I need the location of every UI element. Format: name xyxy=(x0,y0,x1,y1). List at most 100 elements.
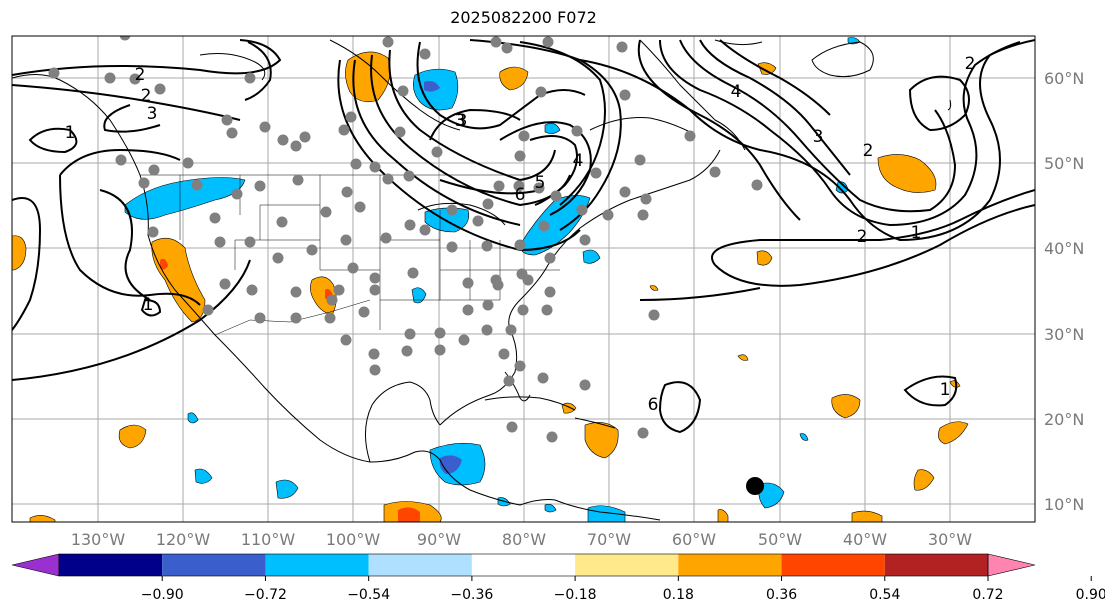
colorbar-segment xyxy=(59,554,163,576)
contour-label: 2 xyxy=(141,86,152,106)
station-marker xyxy=(535,86,547,98)
longitude-label: 110°W xyxy=(241,530,296,549)
station-marker xyxy=(382,36,394,48)
colorbar-segment xyxy=(781,554,885,576)
station-marker xyxy=(546,431,558,443)
station-marker xyxy=(382,173,394,185)
station-marker xyxy=(550,190,562,202)
station-marker xyxy=(244,236,256,248)
station-marker xyxy=(576,204,588,216)
station-marker xyxy=(403,170,415,182)
station-marker xyxy=(369,284,381,296)
station-marker xyxy=(326,294,338,306)
station-marker xyxy=(226,127,238,139)
latitude-label: 50°N xyxy=(1044,154,1084,173)
contour-label: 1 xyxy=(65,123,76,143)
latitude-label: 40°N xyxy=(1044,239,1084,258)
station-marker xyxy=(292,174,304,186)
station-marker xyxy=(522,274,534,286)
station-marker xyxy=(246,284,258,296)
station-marker xyxy=(404,219,416,231)
station-marker xyxy=(533,182,545,194)
station-marker xyxy=(517,304,529,316)
contour-label: 6 xyxy=(648,395,659,415)
map-title: 2025082200 F072 xyxy=(450,8,597,27)
colorbar-segment xyxy=(575,554,679,576)
colorbar-extension-low xyxy=(11,553,60,577)
contour-label: 2 xyxy=(857,227,868,247)
longitude-label: 30°W xyxy=(928,530,972,549)
colorbar-tick-label: 0.18 xyxy=(663,587,694,603)
latitude-label: 10°N xyxy=(1044,495,1084,514)
station-marker xyxy=(254,180,266,192)
colorbar-segment xyxy=(265,554,369,576)
longitude-label: 100°W xyxy=(326,530,381,549)
contour-label: 3 xyxy=(813,127,824,147)
station-marker xyxy=(407,267,419,279)
colorbar-segment xyxy=(471,554,576,576)
station-marker xyxy=(684,130,696,142)
station-marker xyxy=(154,83,166,95)
station-marker xyxy=(341,186,353,198)
station-marker xyxy=(446,241,458,253)
station-marker xyxy=(492,279,504,291)
contour-label: 5 xyxy=(535,173,546,193)
station-marker xyxy=(277,134,289,146)
contour-label: 6 xyxy=(515,185,526,205)
station-marker xyxy=(472,215,484,227)
station-marker xyxy=(541,304,553,316)
station-marker xyxy=(571,125,583,137)
station-marker xyxy=(219,278,231,290)
colorbar-tick-label: 0.54 xyxy=(869,587,900,603)
station-marker xyxy=(537,372,549,384)
station-marker xyxy=(369,272,381,284)
colorbar-segment xyxy=(162,554,266,576)
station-marker xyxy=(637,209,649,221)
station-marker xyxy=(602,209,614,221)
contour-label: 2 xyxy=(863,141,874,161)
station-marker xyxy=(299,131,311,143)
station-marker xyxy=(482,198,494,210)
station-marker xyxy=(538,220,550,232)
station-marker xyxy=(505,324,517,336)
station-marker xyxy=(368,348,380,360)
station-marker xyxy=(490,36,502,48)
station-marker xyxy=(498,348,510,360)
station-marker xyxy=(579,234,591,246)
station-marker xyxy=(272,252,284,264)
contour-lines xyxy=(12,39,1035,434)
station-marker xyxy=(340,334,352,346)
contour-label: 4 xyxy=(573,151,584,171)
station-marker xyxy=(503,375,515,387)
contour-label: 3 xyxy=(455,111,466,131)
station-marker xyxy=(514,239,526,251)
station-marker xyxy=(148,164,160,176)
station-marker xyxy=(751,179,763,191)
colorbar-tick-label: 0.36 xyxy=(766,587,797,603)
station-marker xyxy=(369,364,381,376)
station-marker xyxy=(333,284,345,296)
colorbar-tick-label: −0.18 xyxy=(554,587,597,603)
station-marker xyxy=(191,179,203,191)
station-marker xyxy=(419,48,431,60)
station-marker xyxy=(458,334,470,346)
colorbar-tick-label: −0.72 xyxy=(244,587,287,603)
positive-anomaly-shading xyxy=(12,51,969,522)
station-marker xyxy=(369,161,381,173)
station-marker xyxy=(48,67,60,79)
longitude-labels: 130°W 120°W 110°W 100°W 90°W 80°W 70°W 60°W 50°W… xyxy=(71,530,972,549)
station-marker xyxy=(214,236,226,248)
contour-label: 1 xyxy=(143,295,154,315)
station-marker xyxy=(338,124,350,136)
longitude-label: 130°W xyxy=(71,530,126,549)
station-marker xyxy=(462,304,474,316)
station-marker xyxy=(544,252,556,264)
station-marker xyxy=(397,85,409,97)
station-marker xyxy=(634,154,646,166)
colorbar-tick-label: −0.90 xyxy=(141,587,184,603)
contour-label: 4 xyxy=(731,82,742,102)
station-marker xyxy=(324,312,336,324)
longitude-label: 120°W xyxy=(156,530,211,549)
colorbar-extension-high xyxy=(987,553,1036,577)
